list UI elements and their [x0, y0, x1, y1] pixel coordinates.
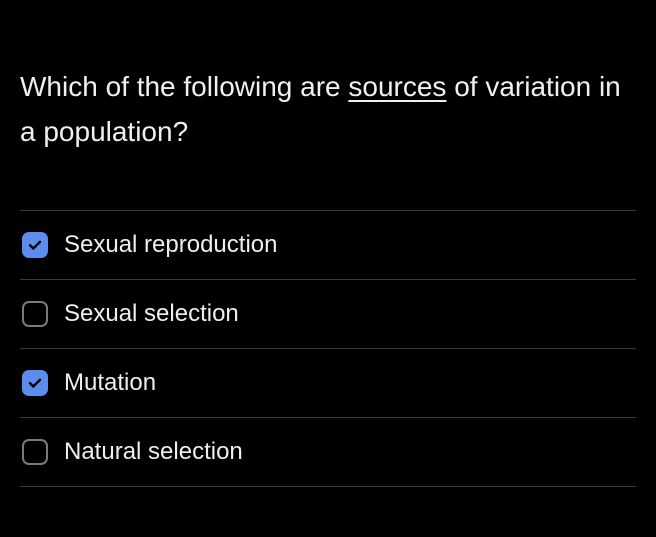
- option-row[interactable]: Mutation: [20, 348, 636, 417]
- checkbox-unchecked[interactable]: [22, 301, 48, 327]
- option-label: Natural selection: [64, 438, 243, 466]
- checkbox-checked[interactable]: [22, 370, 48, 396]
- checkmark-icon: [27, 237, 43, 253]
- option-row[interactable]: Sexual selection: [20, 279, 636, 348]
- option-list: Sexual reproduction Sexual selection Mut…: [20, 210, 636, 487]
- checkmark-icon: [27, 375, 43, 391]
- option-row[interactable]: Sexual reproduction: [20, 210, 636, 279]
- option-label: Mutation: [64, 369, 156, 397]
- question-prefix: Which of the following are: [20, 71, 348, 102]
- option-row[interactable]: Natural selection: [20, 417, 636, 487]
- option-label: Sexual selection: [64, 300, 239, 328]
- question-underlined: sources: [348, 71, 446, 102]
- quiz-container: Which of the following are sources of va…: [0, 0, 656, 487]
- question-text: Which of the following are sources of va…: [20, 0, 636, 210]
- checkbox-unchecked[interactable]: [22, 439, 48, 465]
- checkbox-checked[interactable]: [22, 232, 48, 258]
- option-label: Sexual reproduction: [64, 231, 277, 259]
